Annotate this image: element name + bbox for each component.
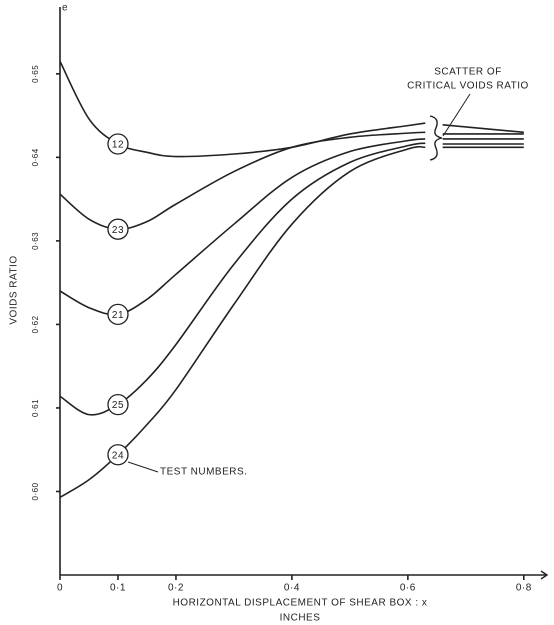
- label-circle: [107, 133, 129, 155]
- x-tick-label: 0·6: [400, 583, 416, 594]
- x-axis-unit: INCHES: [280, 613, 321, 624]
- curve: [59, 138, 524, 316]
- y-tick-label: 0·63: [31, 232, 40, 250]
- leader-line: [127, 461, 159, 473]
- y-tick-label: 0·62: [31, 315, 40, 333]
- annotation: TEST NUMBERS.: [160, 467, 247, 478]
- x-tick-label: 0: [57, 583, 63, 594]
- curve: [59, 142, 524, 416]
- y-tick-label: 0·64: [31, 148, 40, 166]
- y-tick-label: 0·61: [31, 399, 40, 417]
- brace: [429, 115, 443, 161]
- x-tick-label: 0·2: [168, 583, 184, 594]
- label-circle: [107, 444, 129, 466]
- y-axis-label: VOIDS RATIO: [9, 255, 20, 324]
- x-tick-label: 0·4: [284, 583, 300, 594]
- annotation: SCATTER OF: [434, 67, 502, 78]
- series-label: 25: [112, 400, 124, 411]
- curve: [59, 60, 524, 158]
- label-circle: [107, 393, 129, 416]
- x-axis-label: HORIZONTAL DISPLACEMENT OF SHEAR BOX : x: [173, 598, 428, 609]
- x-tick-label: 0·1: [110, 583, 126, 594]
- series-label: 23: [112, 225, 124, 236]
- y-tick-label: 0·65: [31, 65, 40, 83]
- series-label: 21: [112, 310, 124, 321]
- y-symbol: e: [62, 3, 68, 14]
- annotation: CRITICAL VOIDS RATIO: [407, 81, 529, 92]
- y-tick-label: 0·60: [31, 482, 40, 500]
- series-label: 12: [112, 140, 124, 151]
- curve: [59, 145, 524, 499]
- axis-arrow: [540, 570, 549, 580]
- x-tick-label: 0·8: [516, 583, 532, 594]
- leader-line: [442, 93, 471, 137]
- label-circle: [107, 303, 129, 326]
- label-circle: [107, 218, 129, 240]
- curve: [59, 131, 524, 230]
- series-label: 24: [112, 450, 124, 461]
